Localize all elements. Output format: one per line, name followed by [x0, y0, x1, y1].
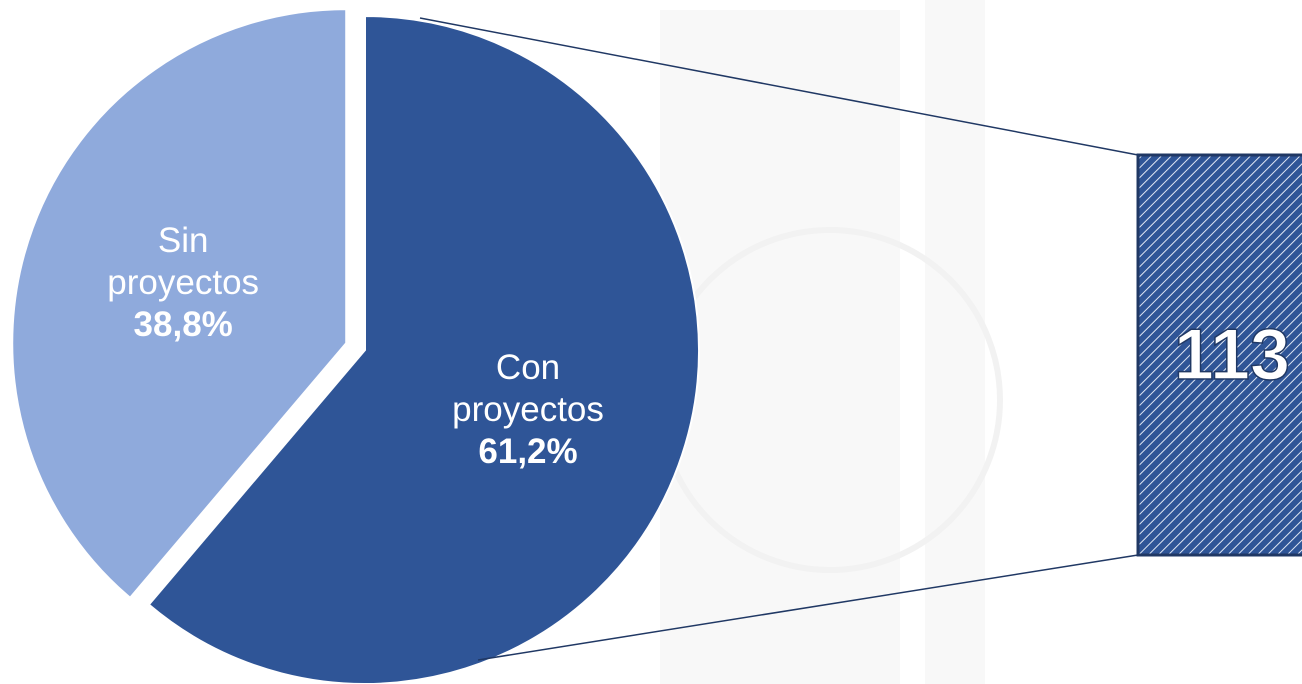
connector [477, 554, 1139, 661]
category-label: Sin proyectos [107, 221, 260, 303]
callout-box [1136, 153, 1302, 557]
connector [419, 17, 1139, 156]
value-label: 38,8% [133, 305, 233, 345]
value-label: 61,2% [478, 431, 578, 471]
watermark [657, 0, 1003, 684]
pie [11, 8, 700, 684]
slice-label: Con proyectos 61,2% [418, 347, 638, 473]
pie-slice [147, 14, 700, 684]
pie-slice [11, 8, 348, 600]
callout-value: 113 [1174, 315, 1290, 395]
category-label: Con proyectos [452, 347, 604, 429]
slice-label: Sin proyectos 38,8% [73, 220, 293, 346]
